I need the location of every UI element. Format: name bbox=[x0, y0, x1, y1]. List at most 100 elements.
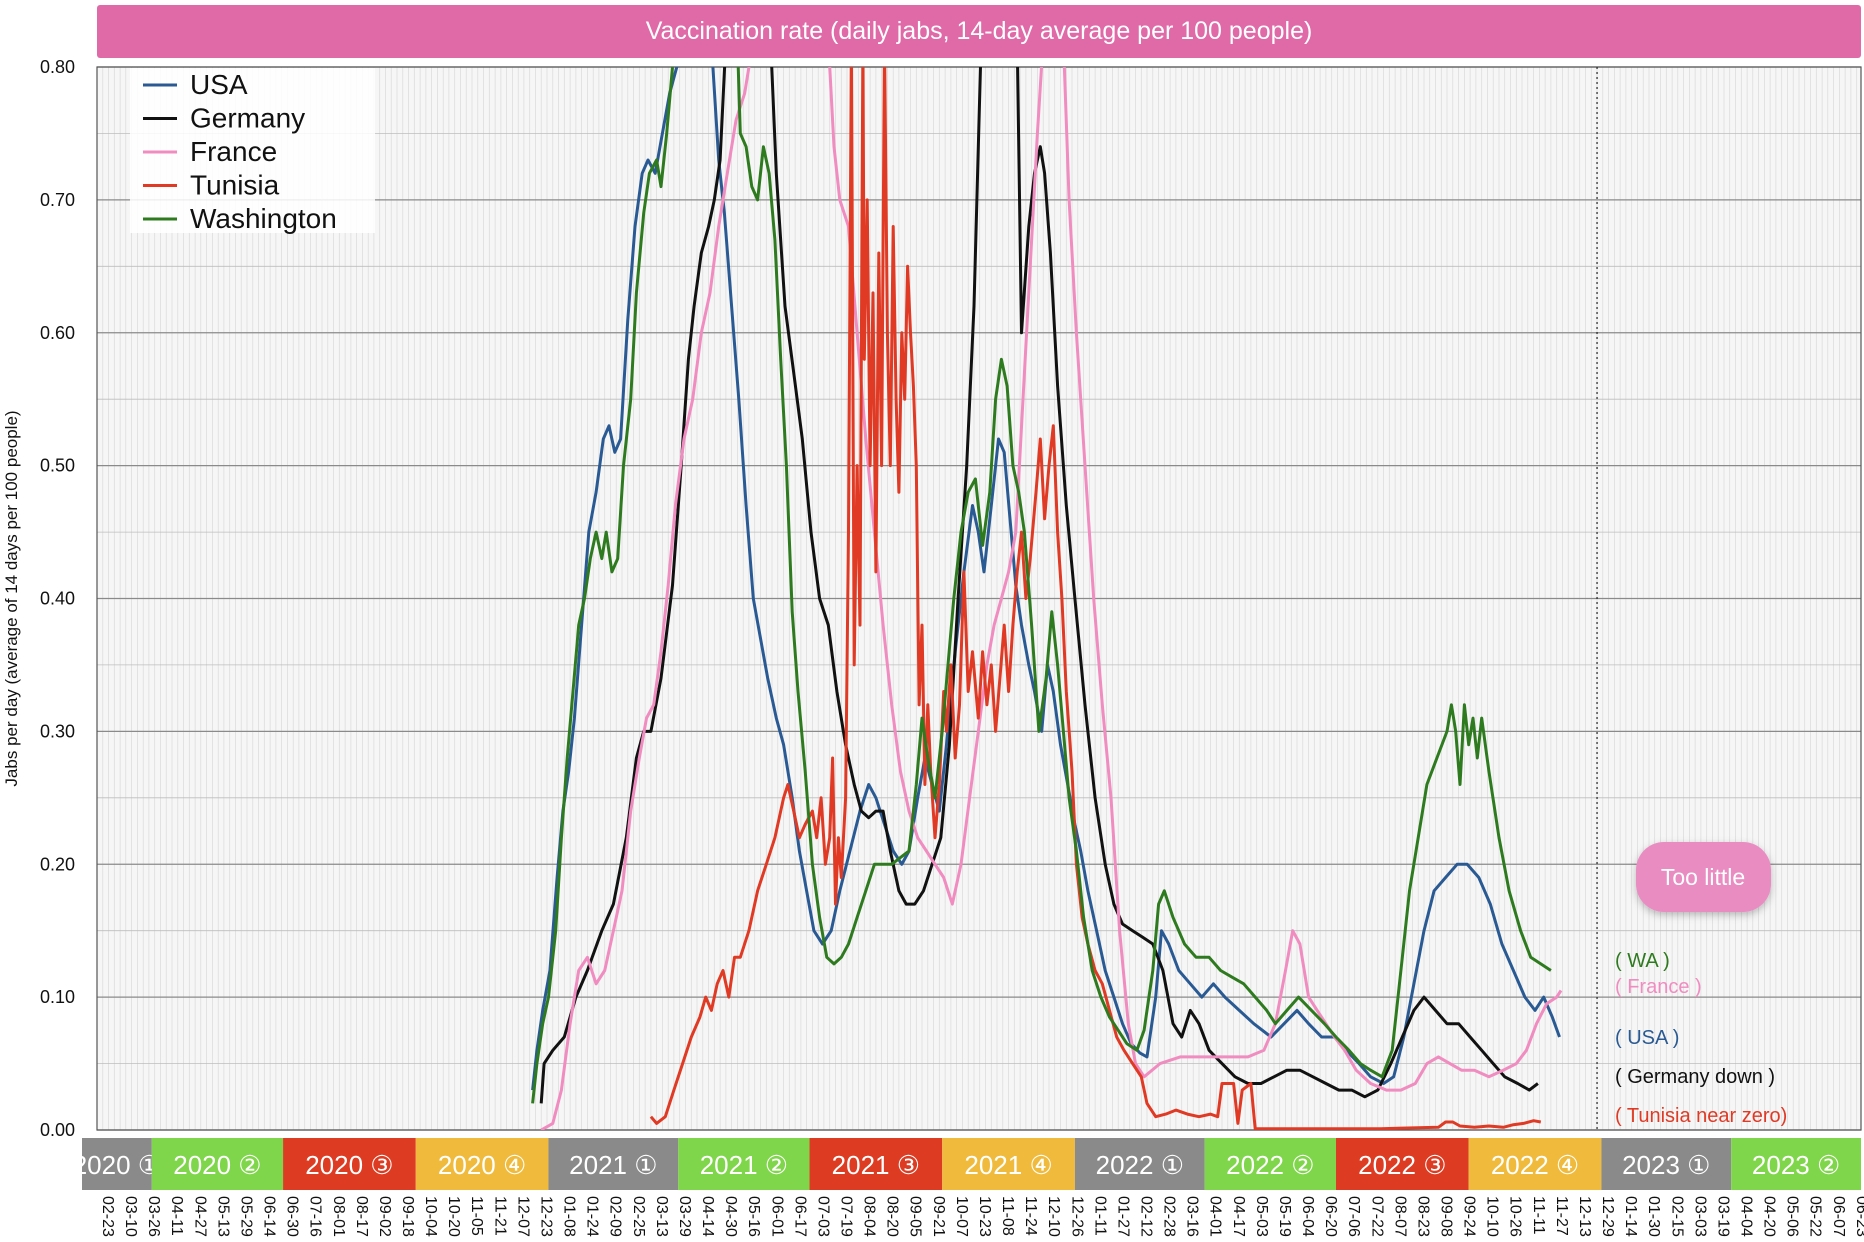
x-tick-label: 10-07 bbox=[953, 1196, 970, 1237]
x-tick-label: 01-27 bbox=[1114, 1196, 1131, 1237]
y-tick-label: 0.40 bbox=[40, 589, 75, 609]
x-tick-label: 07-22 bbox=[1368, 1196, 1385, 1237]
x-tick-label: 03-26 bbox=[145, 1196, 162, 1237]
x-tick-label: 03-19 bbox=[1714, 1196, 1731, 1237]
x-tick-label: 01-14 bbox=[1622, 1196, 1639, 1237]
quarter-label: 2020 ③ bbox=[305, 1150, 393, 1180]
x-tick-label: 06-07 bbox=[1830, 1196, 1847, 1237]
quarter-label: 2021 ④ bbox=[964, 1150, 1052, 1180]
x-tick-label: 09-02 bbox=[376, 1196, 393, 1237]
x-tick-label: 07-16 bbox=[307, 1196, 324, 1237]
quarter-band bbox=[1731, 1138, 1861, 1190]
x-tick-label: 08-23 bbox=[1414, 1196, 1431, 1237]
quarter-band bbox=[151, 1138, 284, 1190]
x-tick-label: 10-20 bbox=[445, 1196, 462, 1237]
x-tick-label: 05-03 bbox=[1253, 1196, 1270, 1237]
y-tick-label: 0.10 bbox=[40, 987, 75, 1007]
x-tick-label: 04-17 bbox=[1230, 1196, 1247, 1237]
x-tick-label: 10-23 bbox=[976, 1196, 993, 1237]
x-tick-label: 08-04 bbox=[861, 1196, 878, 1237]
too-little-button[interactable] bbox=[1636, 842, 1771, 912]
too-little-label: Too little bbox=[1661, 864, 1745, 890]
x-tick-label: 06-01 bbox=[768, 1196, 785, 1237]
y-tick-label: 0.80 bbox=[40, 57, 75, 77]
legend-label: USA bbox=[190, 69, 248, 100]
x-tick-label: 05-13 bbox=[214, 1196, 231, 1237]
quarter-label: 2020 ④ bbox=[438, 1150, 526, 1180]
quarter-label: 2020 ② bbox=[173, 1150, 261, 1180]
x-tick-label: 11-11 bbox=[1530, 1196, 1547, 1235]
x-tick-label: 01-30 bbox=[1645, 1196, 1662, 1237]
quarter-band bbox=[283, 1138, 416, 1190]
x-tick-label: 04-04 bbox=[1738, 1196, 1755, 1237]
annotation-label: ( Tunisia near zero) bbox=[1615, 1105, 1787, 1127]
x-tick-label: 08-20 bbox=[884, 1196, 901, 1237]
x-tick-label: 12-29 bbox=[1599, 1196, 1616, 1237]
y-tick-label: 0.30 bbox=[40, 721, 75, 741]
x-tick-label: 05-22 bbox=[1807, 1196, 1824, 1237]
quarter-band bbox=[1335, 1138, 1469, 1190]
x-tick-label: 02-09 bbox=[607, 1196, 624, 1237]
x-tick-label: 08-07 bbox=[1391, 1196, 1408, 1237]
chart-title-bar: Vaccination rate (daily jabs, 14-day ave… bbox=[97, 5, 1861, 58]
quarter-band bbox=[415, 1138, 549, 1190]
x-tick-label: 02-15 bbox=[1668, 1196, 1685, 1237]
y-tick-label: 0.70 bbox=[40, 190, 75, 210]
x-tick-label: 06-20 bbox=[1322, 1196, 1339, 1237]
quarter-label: 2020 ① bbox=[73, 1150, 161, 1180]
x-tick-label: 09-24 bbox=[1461, 1196, 1478, 1237]
quarter-band bbox=[82, 1138, 152, 1190]
annotation-label: ( France ) bbox=[1615, 976, 1702, 998]
chart-title: Vaccination rate (daily jabs, 14-day ave… bbox=[645, 17, 1313, 45]
series-line-germany bbox=[539, 67, 1539, 1104]
x-tick-label: 03-10 bbox=[122, 1196, 139, 1237]
quarter-label: 2021 ① bbox=[569, 1150, 657, 1180]
x-tick-label: 04-14 bbox=[699, 1196, 716, 1237]
x-tick-label: 02-25 bbox=[630, 1196, 647, 1237]
x-tick-label: 09-08 bbox=[1438, 1196, 1455, 1237]
x-tick-label: 02-23 bbox=[99, 1196, 116, 1237]
x-tick-label: 07-03 bbox=[814, 1196, 831, 1237]
x-tick-label: 01-24 bbox=[584, 1196, 601, 1237]
legend-label: Germany bbox=[190, 103, 305, 134]
x-tick-label: 04-30 bbox=[722, 1196, 739, 1237]
quarter-band bbox=[942, 1138, 1075, 1190]
x-tick-label: 06-17 bbox=[791, 1196, 808, 1237]
y-tick-label: 0.00 bbox=[40, 1120, 75, 1140]
x-tick-label: 05-16 bbox=[745, 1196, 762, 1237]
quarter-band bbox=[678, 1138, 810, 1190]
y-axis-label: Jabs per day (average of 14 days per 100… bbox=[2, 410, 21, 786]
x-tick-label: 02-12 bbox=[1138, 1196, 1155, 1237]
quarter-label: 2023 ① bbox=[1622, 1150, 1710, 1180]
x-tick-label: 09-05 bbox=[907, 1196, 924, 1237]
x-tick-label: 08-01 bbox=[330, 1196, 347, 1237]
x-tick-label: 06-04 bbox=[1299, 1196, 1316, 1237]
annotation-label: ( Germany down ) bbox=[1615, 1066, 1775, 1088]
x-tick-label: 11-24 bbox=[1022, 1196, 1039, 1236]
x-tick-label: 04-01 bbox=[1207, 1196, 1224, 1237]
x-tick-label: 04-27 bbox=[191, 1196, 208, 1237]
x-tick-label: 03-16 bbox=[1184, 1196, 1201, 1237]
x-tick-label: 06-23 bbox=[1853, 1196, 1864, 1237]
legend-label: Tunisia bbox=[190, 170, 280, 201]
x-tick-label: 07-06 bbox=[1345, 1196, 1362, 1237]
x-tick-label: 09-21 bbox=[930, 1196, 947, 1237]
quarter-band bbox=[1468, 1138, 1602, 1190]
x-tick-label: 03-03 bbox=[1691, 1196, 1708, 1237]
x-tick-label: 11-08 bbox=[999, 1196, 1016, 1236]
x-tick-label: 10-10 bbox=[1484, 1196, 1501, 1237]
quarter-band bbox=[809, 1138, 943, 1190]
quarter-label: 2022 ③ bbox=[1358, 1150, 1446, 1180]
x-tick-label: 07-19 bbox=[838, 1196, 855, 1237]
x-tick-label: 11-05 bbox=[468, 1196, 485, 1236]
annotation-label: ( WA ) bbox=[1615, 950, 1670, 972]
x-tick-label: 11-21 bbox=[491, 1196, 508, 1236]
x-tick-label: 06-14 bbox=[261, 1196, 278, 1237]
x-tick-label: 06-30 bbox=[284, 1196, 301, 1237]
x-tick-label: 02-28 bbox=[1161, 1196, 1178, 1237]
x-tick-label: 08-17 bbox=[353, 1196, 370, 1237]
x-tick-label: 12-07 bbox=[514, 1196, 531, 1237]
x-tick-label: 12-26 bbox=[1068, 1196, 1085, 1237]
quarter-label: 2022 ④ bbox=[1491, 1150, 1579, 1180]
